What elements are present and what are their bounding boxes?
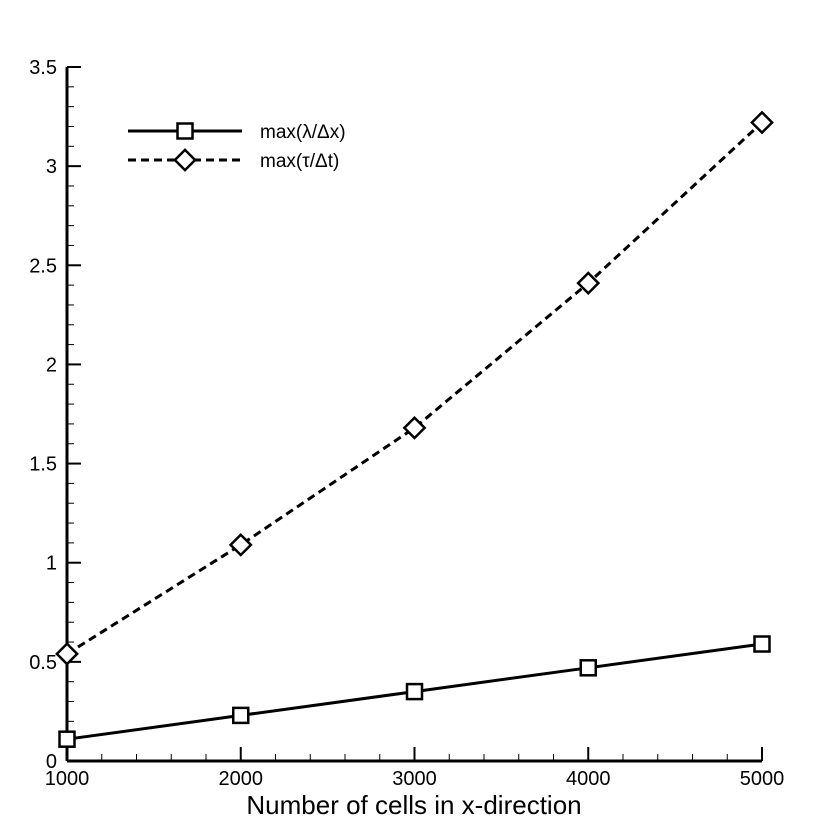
data-point-marker (750, 110, 774, 135)
legend-item-2: max(τ/Δt) (128, 148, 339, 172)
legend-marker (176, 122, 194, 140)
legend-marker (173, 148, 197, 172)
y-tick-label: 2 (46, 354, 57, 376)
y-tick-label: 1.5 (29, 454, 57, 476)
series-layer (55, 110, 774, 748)
series-1 (58, 635, 771, 748)
x-axis-title: Number of cells in x-direction (246, 790, 581, 820)
data-point-marker (55, 642, 79, 666)
legend-label: max(τ/Δt) (260, 151, 339, 172)
series-2 (55, 110, 774, 666)
data-point-marker (402, 415, 427, 440)
y-axis-ticks: 0 0.5 1 1.5 2 2.5 3 3.5 (29, 57, 81, 773)
x-axis-ticks: 1000 2000 3000 4000 5000 (45, 747, 785, 790)
data-point-marker (576, 271, 601, 296)
y-tick-label: 1 (46, 553, 57, 575)
y-tick-label: 0 (46, 751, 57, 773)
data-point-marker (405, 682, 424, 701)
data-point-marker (228, 532, 253, 557)
x-tick-label: 4000 (566, 768, 611, 790)
data-point-marker (753, 635, 771, 653)
x-tick-label: 5000 (740, 768, 785, 790)
data-point-marker (579, 659, 597, 677)
x-tick-label: 1000 (45, 768, 90, 790)
y-tick-label: 2.5 (29, 255, 57, 277)
legend-label: max(λ/Δx) (260, 122, 346, 143)
y-tick-label: 0.5 (29, 652, 57, 674)
data-point-marker (232, 706, 250, 725)
y-tick-label: 3 (46, 156, 57, 178)
y-tick-label: 3.5 (29, 57, 57, 79)
x-tick-label: 3000 (392, 768, 437, 790)
series-line (66, 121, 764, 656)
legend-item-1: max(λ/Δx) (128, 122, 346, 143)
x-tick-label: 2000 (219, 768, 264, 790)
legend: max(λ/Δx) max(τ/Δt) (128, 122, 346, 172)
data-point-marker (58, 730, 76, 748)
